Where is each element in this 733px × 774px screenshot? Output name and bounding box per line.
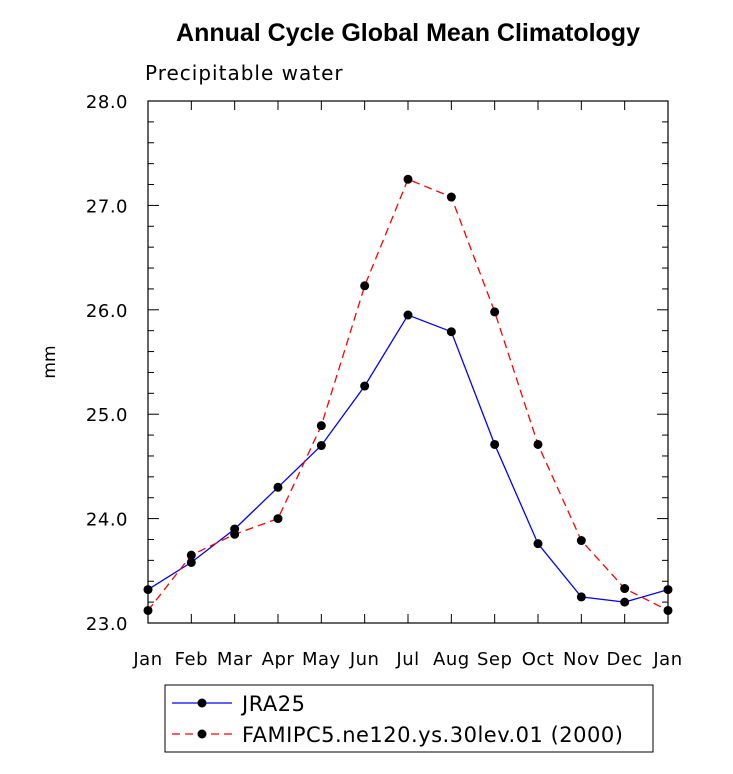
data-point-0-12 — [663, 585, 673, 595]
legend-box — [164, 684, 654, 753]
series-line-0 — [147, 314, 669, 603]
x-tick-label: Jan — [652, 649, 682, 670]
data-point-1-12 — [663, 605, 673, 615]
data-point-1-6 — [403, 174, 413, 184]
data-point-0-10 — [576, 592, 586, 602]
series-line-1 — [147, 178, 669, 612]
data-point-1-1 — [186, 550, 196, 560]
data-point-1-10 — [576, 536, 586, 546]
y-tick-label: 26.0 — [86, 301, 128, 322]
x-tick-label: Apr — [262, 649, 295, 670]
y-tick-label: 27.0 — [86, 196, 128, 217]
x-tick-label: Dec — [606, 649, 642, 670]
x-tick-label: Feb — [175, 649, 208, 670]
data-point-1-5 — [360, 281, 370, 291]
y-tick-label: 23.0 — [86, 614, 128, 635]
y-tick-label: 28.0 — [86, 92, 128, 113]
data-point-0-9 — [533, 539, 543, 549]
x-tick-label: Jul — [395, 649, 419, 670]
data-point-1-2 — [230, 529, 240, 539]
x-tick-label: Oct — [522, 649, 555, 670]
x-tick-label: May — [302, 649, 341, 670]
data-point-0-4 — [316, 441, 326, 451]
y-tick-label: 24.0 — [86, 510, 128, 531]
data-point-1-9 — [533, 439, 543, 449]
legend-label-jra25: JRA25 — [240, 692, 306, 716]
y-tick-label: 25.0 — [86, 405, 128, 426]
data-point-1-11 — [620, 584, 630, 594]
data-point-0-8 — [490, 439, 500, 449]
data-point-0-0 — [143, 585, 153, 595]
axes: Jan Feb Mar Apr May Jun Jul Aug Sep Oct Nov Dec Jan2… — [86, 92, 682, 670]
x-tick-label: Jan — [132, 649, 162, 670]
data-point-0-6 — [403, 310, 413, 320]
data-point-1-4 — [316, 421, 326, 431]
data-point-1-0 — [143, 605, 153, 615]
x-tick-label: Jun — [349, 649, 380, 670]
chart-subtitle: Precipitable water — [145, 61, 344, 85]
legend-marker-famipc5 — [197, 729, 207, 739]
chart-title: Annual Cycle Global Mean Climatology — [176, 19, 640, 47]
x-tick-label: Mar — [217, 649, 253, 670]
x-tick-label: Sep — [477, 649, 512, 670]
data-point-1-3 — [273, 514, 283, 524]
y-axis-label: mm — [40, 345, 60, 378]
legend-marker-jra25 — [197, 698, 207, 708]
data-point-0-1 — [186, 557, 196, 567]
data-point-0-7 — [446, 327, 456, 337]
data-point-1-7 — [446, 192, 456, 202]
x-tick-label: Aug — [433, 649, 470, 670]
data-point-0-3 — [273, 482, 283, 492]
data-point-0-5 — [360, 381, 370, 391]
data-point-1-8 — [490, 307, 500, 317]
x-tick-label: Nov — [563, 649, 600, 670]
series-layer — [143, 174, 673, 615]
data-point-0-11 — [620, 597, 630, 607]
legend-label-famipc5: FAMIPC5.ne120.ys.30lev.01 (2000) — [242, 723, 623, 747]
legend: JRA25 FAMIPC5.ne120.ys.30lev.01 (2000) — [164, 684, 654, 753]
